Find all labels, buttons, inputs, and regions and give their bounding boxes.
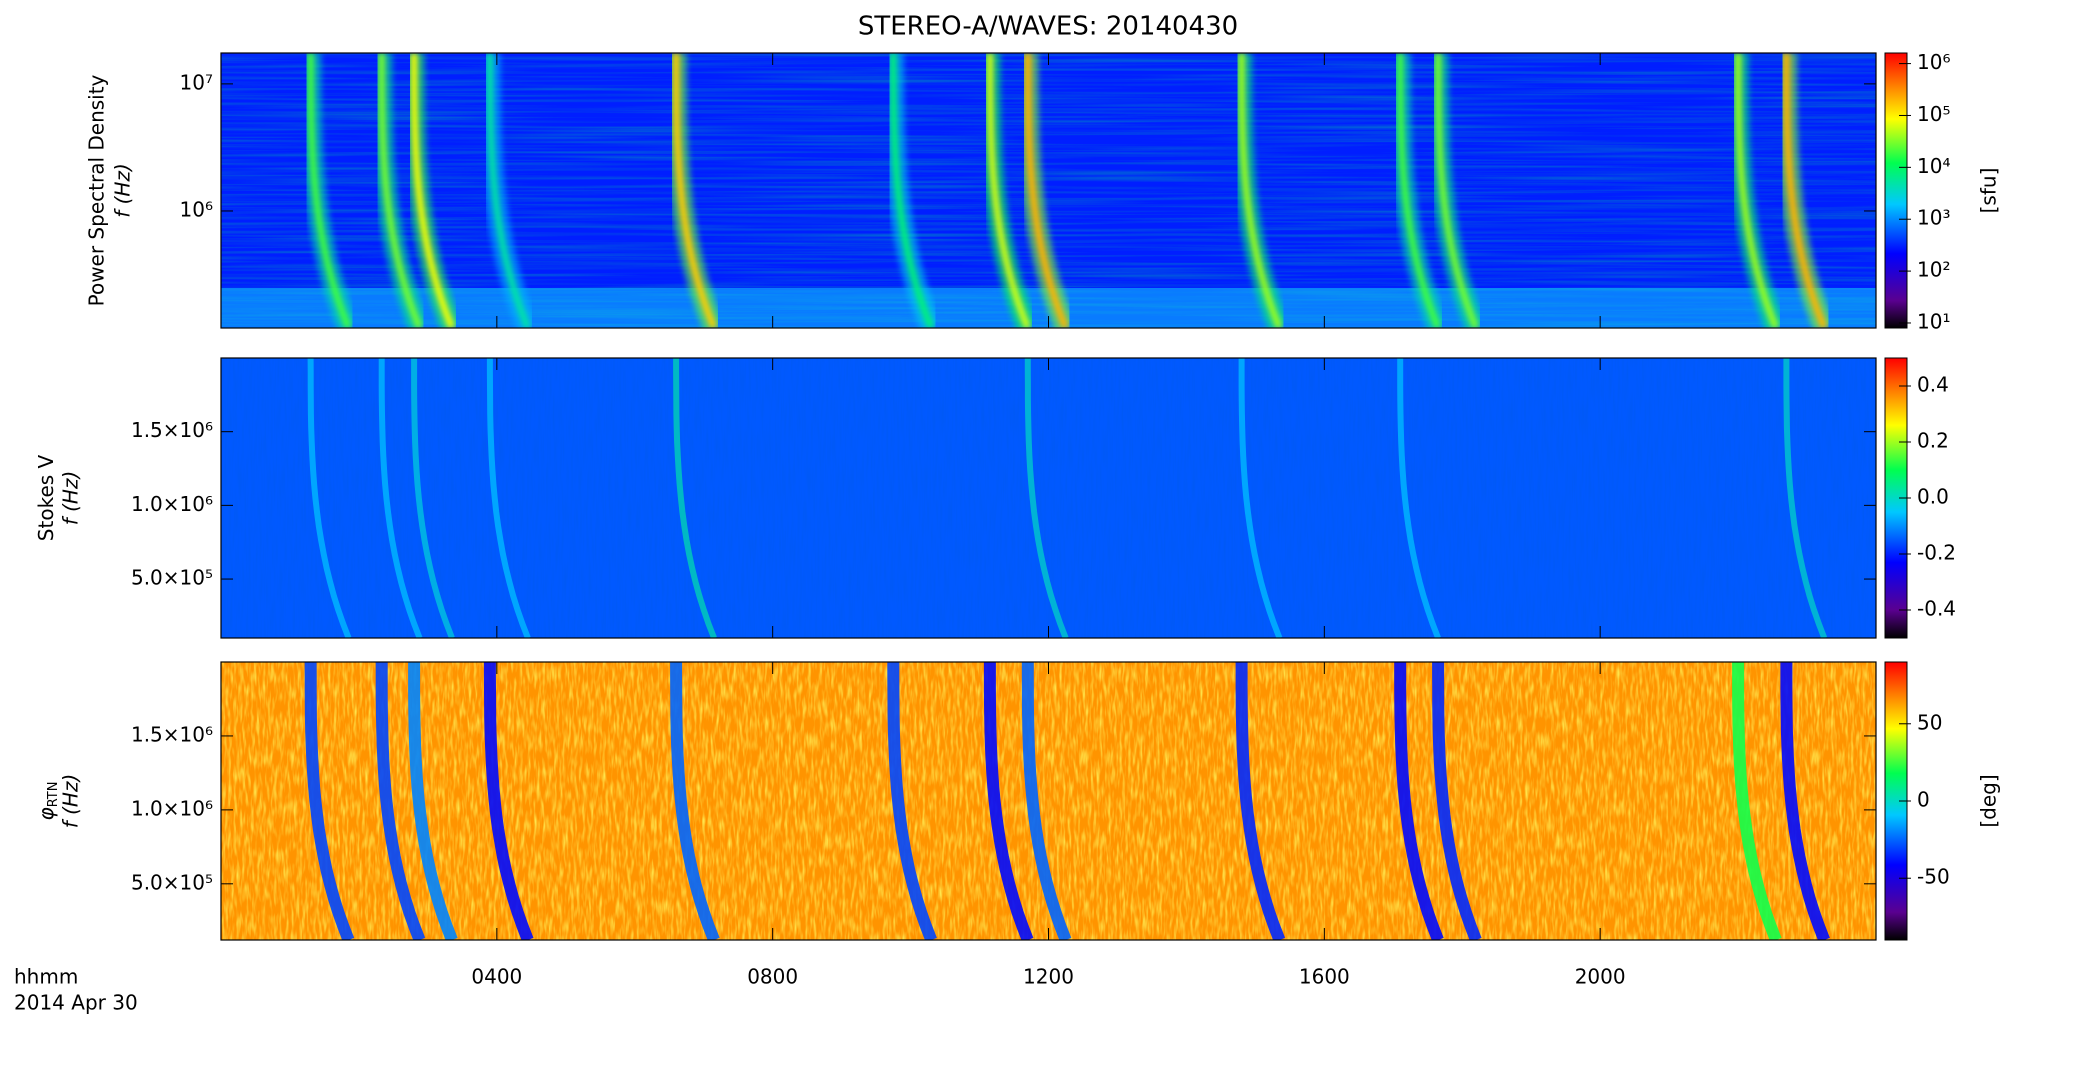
y-tick-label: 1.5×10⁶ xyxy=(131,722,213,746)
burst xyxy=(986,53,1032,328)
plot-area xyxy=(221,662,1876,940)
y-tick-label: 1.5×10⁶ xyxy=(131,418,213,442)
y-label: φRTN xyxy=(34,782,61,821)
burst xyxy=(1394,662,1444,940)
burst xyxy=(1397,358,1441,638)
burst xyxy=(1235,662,1286,940)
burst xyxy=(307,358,352,638)
colorbar xyxy=(1884,52,1908,329)
burst xyxy=(1024,358,1069,638)
burst xyxy=(486,358,531,638)
burst xyxy=(1782,53,1828,328)
burst xyxy=(1734,53,1780,328)
y-label: Power Spectral Density xyxy=(85,74,109,306)
y-label-2: f (Hz) xyxy=(59,774,83,829)
burst xyxy=(673,358,717,638)
y-tick-label: 1.0×10⁶ xyxy=(131,492,213,516)
burst xyxy=(1434,53,1480,328)
burst xyxy=(1780,662,1830,940)
burst xyxy=(483,662,534,940)
colorbar-tick-label: 10⁵ xyxy=(1917,102,1950,126)
burst xyxy=(670,662,720,940)
y-label-sub: RTN xyxy=(46,782,61,808)
y-tick-label: 5.0×10⁵ xyxy=(131,870,213,894)
burst xyxy=(1024,53,1069,328)
colorbar-tick-label: 0.0 xyxy=(1917,485,1949,509)
y-label-main: φ xyxy=(34,807,58,820)
y-tick-label: 1.0×10⁶ xyxy=(131,796,213,820)
y-tick-label: 10⁶ xyxy=(180,197,213,221)
burst xyxy=(378,358,423,638)
colorbar-tick-label: 0.4 xyxy=(1917,373,1949,397)
colorbar-tick-label: 50 xyxy=(1917,710,1942,734)
burst xyxy=(1238,53,1283,328)
burst xyxy=(1021,662,1072,940)
x-label-2: 2014 Apr 30 xyxy=(14,991,138,1015)
burst xyxy=(983,662,1034,940)
colorbar-label: [deg] xyxy=(1977,774,2001,827)
colorbar-label: [sfu] xyxy=(1977,168,2001,214)
colorbar-tick-label: -0.2 xyxy=(1917,541,1956,565)
chart-title: STEREO-A/WAVES: 20140430 xyxy=(858,12,1238,42)
plot-area xyxy=(221,53,1876,328)
burst xyxy=(1432,662,1482,940)
colorbar-tick-label: -50 xyxy=(1917,865,1950,889)
burst xyxy=(307,53,352,328)
burst xyxy=(408,662,458,940)
y-label-2: f (Hz) xyxy=(59,471,83,526)
x-tick-label: 0800 xyxy=(747,965,798,989)
burst xyxy=(410,53,456,328)
burst xyxy=(1732,662,1782,940)
colorbar-tick-label: 10⁶ xyxy=(1917,50,1950,74)
y-label-main: Stokes V xyxy=(34,454,58,541)
burst xyxy=(304,662,355,940)
colorbar-tick-label: 10¹ xyxy=(1917,309,1950,333)
colorbar-tick-label: -0.4 xyxy=(1917,597,1956,621)
colorbar-tick-label: 0.2 xyxy=(1917,429,1949,453)
x-label: hhmm xyxy=(14,965,78,989)
colorbar-tick-label: 10² xyxy=(1917,258,1950,282)
burst xyxy=(1238,358,1283,638)
burst xyxy=(1396,53,1442,328)
colorbar-tick-label: 10⁴ xyxy=(1917,154,1950,178)
x-tick-label: 1200 xyxy=(1023,965,1074,989)
y-tick-label: 5.0×10⁵ xyxy=(131,566,213,590)
colorbar-tick-label: 0 xyxy=(1917,788,1930,812)
burst xyxy=(375,662,426,940)
x-tick-label: 0400 xyxy=(471,965,522,989)
y-label: Stokes V xyxy=(34,454,58,541)
burst xyxy=(411,358,455,638)
y-tick-label: 10⁷ xyxy=(180,70,213,94)
burst xyxy=(486,53,532,328)
burst xyxy=(1783,358,1828,638)
x-tick-label: 1600 xyxy=(1299,965,1350,989)
burst xyxy=(889,53,935,328)
burst xyxy=(887,662,937,940)
burst xyxy=(672,53,718,328)
y-label-2: f (Hz) xyxy=(111,163,135,218)
burst xyxy=(378,53,423,328)
plot-area xyxy=(221,358,1876,638)
colorbar-tick-label: 10³ xyxy=(1917,206,1950,230)
x-tick-label: 2000 xyxy=(1575,965,1626,989)
